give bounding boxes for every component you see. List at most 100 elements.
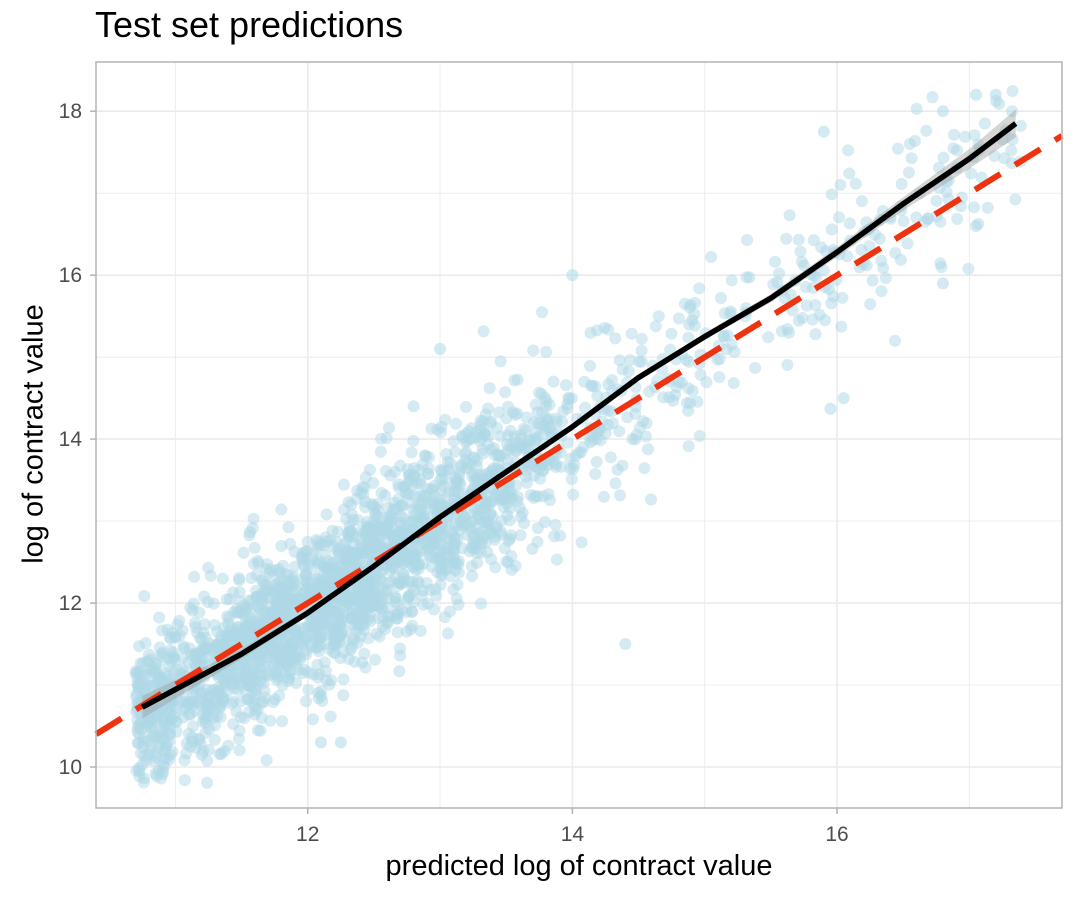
data-point xyxy=(320,535,333,548)
data-point xyxy=(379,622,392,635)
data-point xyxy=(500,412,513,425)
data-point xyxy=(337,689,350,702)
data-point xyxy=(1005,144,1018,157)
data-point xyxy=(485,415,497,428)
data-point xyxy=(905,152,918,165)
data-point xyxy=(149,767,162,780)
data-point xyxy=(470,473,483,486)
data-point xyxy=(430,589,443,602)
data-point xyxy=(863,240,876,253)
data-point xyxy=(978,117,991,130)
data-point xyxy=(502,400,515,413)
data-point xyxy=(356,481,369,494)
data-point xyxy=(713,371,726,384)
data-point xyxy=(579,401,592,414)
data-point xyxy=(550,553,563,566)
data-point xyxy=(325,674,338,687)
data-point xyxy=(781,359,794,371)
data-point xyxy=(167,665,180,678)
data-point xyxy=(740,271,753,284)
data-point xyxy=(837,392,850,405)
data-point xyxy=(834,178,847,191)
data-point xyxy=(394,577,406,589)
data-point xyxy=(407,400,420,413)
data-point xyxy=(909,135,921,147)
data-point xyxy=(359,577,372,590)
data-point xyxy=(285,641,298,654)
reference-line xyxy=(94,133,1064,737)
data-point xyxy=(989,88,1002,101)
data-point xyxy=(272,591,285,604)
data-point xyxy=(538,419,551,432)
data-point xyxy=(1006,105,1018,118)
data-point xyxy=(533,386,546,399)
data-point xyxy=(434,463,447,476)
data-point xyxy=(157,732,170,745)
data-point xyxy=(233,744,246,757)
data-point xyxy=(176,624,189,637)
data-point xyxy=(132,737,145,749)
data-point xyxy=(286,580,299,593)
data-point xyxy=(511,495,524,508)
data-point xyxy=(421,482,434,495)
data-point xyxy=(223,664,236,677)
data-point xyxy=(243,678,255,691)
data-point xyxy=(138,590,151,603)
data-point xyxy=(212,668,225,681)
data-point xyxy=(441,627,454,640)
data-point xyxy=(275,503,288,516)
data-point xyxy=(447,544,460,557)
data-point xyxy=(817,264,830,277)
data-point xyxy=(451,486,464,499)
data-point xyxy=(395,511,408,523)
data-point xyxy=(264,714,277,727)
data-point xyxy=(273,689,286,702)
y-axis-label: log of contract value xyxy=(17,304,50,564)
data-point xyxy=(494,355,507,368)
data-point xyxy=(951,212,964,225)
data-point xyxy=(1009,193,1022,206)
data-point xyxy=(295,550,308,563)
data-point xyxy=(634,421,646,434)
data-point xyxy=(348,655,361,668)
data-point xyxy=(633,355,646,368)
data-point xyxy=(910,102,923,115)
data-point xyxy=(936,277,949,290)
data-point xyxy=(606,417,619,430)
data-point xyxy=(450,592,463,605)
data-point xyxy=(201,596,214,608)
data-point xyxy=(338,553,351,566)
data-point xyxy=(645,493,657,506)
data-point xyxy=(466,570,478,582)
data-point xyxy=(156,624,169,637)
data-point xyxy=(386,523,399,535)
data-point xyxy=(948,128,961,141)
data-point xyxy=(817,125,830,138)
data-point xyxy=(326,557,339,570)
data-point xyxy=(153,611,166,624)
data-point xyxy=(635,332,648,345)
data-point xyxy=(520,411,533,424)
data-point xyxy=(301,535,314,548)
data-point xyxy=(191,647,204,660)
data-point xyxy=(623,354,636,367)
data-point xyxy=(431,423,444,436)
data-point xyxy=(189,621,202,634)
data-point xyxy=(434,578,447,591)
data-point xyxy=(485,553,498,566)
data-point xyxy=(665,327,678,340)
data-point xyxy=(461,457,474,470)
data-point xyxy=(222,617,235,630)
data-point xyxy=(251,669,264,682)
data-point xyxy=(669,389,682,401)
data-point xyxy=(762,331,775,344)
data-point xyxy=(366,541,379,554)
data-point xyxy=(178,754,191,767)
data-point xyxy=(901,237,914,250)
data-point xyxy=(449,471,461,484)
data-point xyxy=(248,541,261,554)
data-point xyxy=(479,468,492,481)
data-point xyxy=(494,525,507,538)
data-point xyxy=(259,691,271,704)
data-point xyxy=(835,320,848,333)
